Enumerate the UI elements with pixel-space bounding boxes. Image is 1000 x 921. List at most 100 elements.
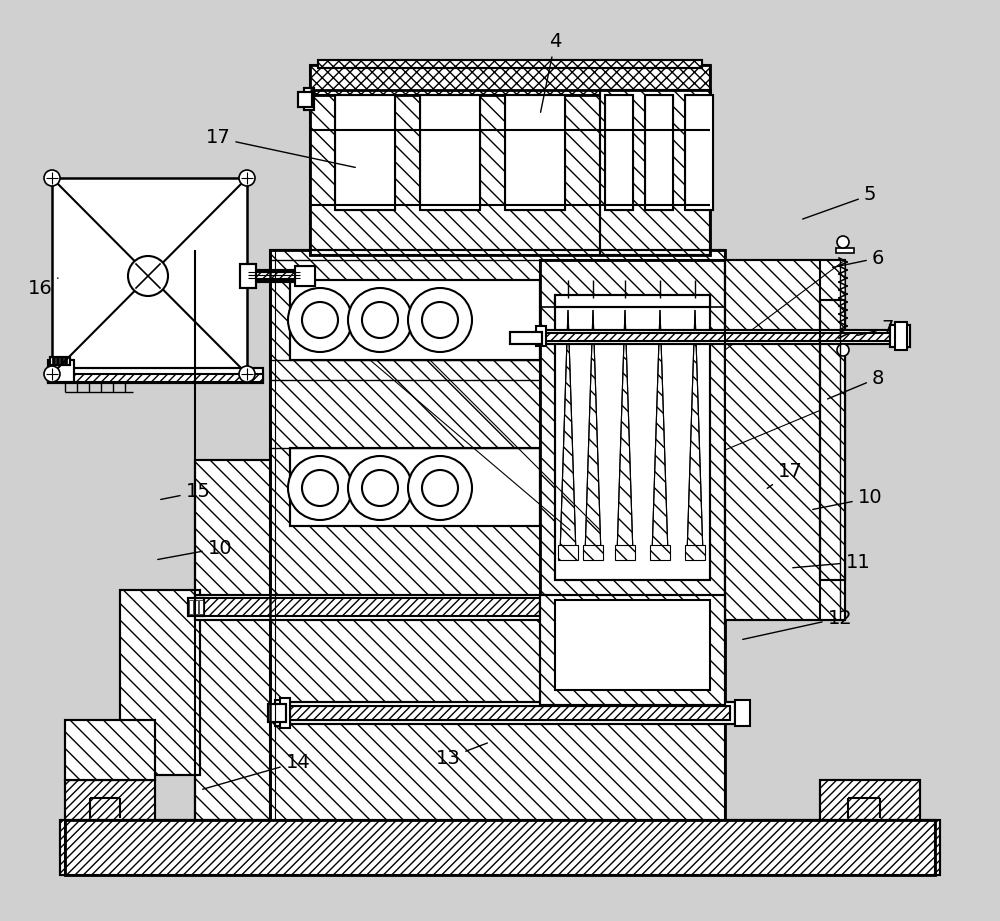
Text: 6: 6	[833, 249, 884, 267]
Bar	[65, 780, 155, 820]
Bar	[505, 95, 565, 210]
Circle shape	[408, 456, 472, 520]
Bar	[199, 600, 203, 614]
Bar	[890, 325, 910, 347]
Bar	[540, 595, 725, 705]
Bar	[555, 300, 710, 580]
Bar	[48, 374, 263, 382]
Bar	[310, 90, 710, 255]
Bar	[600, 90, 710, 255]
Bar	[195, 460, 275, 820]
Bar	[120, 590, 200, 775]
Circle shape	[422, 302, 458, 338]
Bar	[50, 357, 70, 365]
Bar	[194, 600, 198, 614]
Bar	[65, 820, 935, 875]
Bar	[52, 178, 247, 374]
Bar	[290, 448, 540, 526]
Bar	[310, 65, 710, 95]
Bar	[540, 333, 900, 341]
Text: 12: 12	[743, 609, 852, 639]
Bar	[280, 702, 735, 724]
Bar	[56, 357, 59, 365]
Bar	[295, 266, 315, 286]
Bar	[290, 448, 540, 526]
Bar	[318, 60, 702, 68]
Bar	[240, 264, 256, 288]
Bar	[48, 368, 263, 383]
Bar	[615, 545, 635, 560]
Circle shape	[44, 366, 60, 382]
Bar	[270, 250, 725, 820]
Bar	[820, 780, 920, 820]
Text: 11: 11	[793, 553, 870, 572]
Bar	[536, 326, 546, 346]
Bar	[820, 300, 845, 580]
Circle shape	[302, 470, 338, 506]
Bar	[685, 95, 713, 210]
Bar	[65, 720, 155, 780]
Bar	[48, 360, 74, 382]
Circle shape	[239, 170, 255, 186]
Bar	[247, 272, 302, 280]
Bar	[65, 720, 155, 780]
Circle shape	[239, 366, 255, 382]
Bar	[195, 460, 275, 820]
Bar	[820, 300, 845, 580]
Bar	[318, 60, 702, 68]
Circle shape	[362, 302, 398, 338]
Bar	[605, 95, 633, 210]
Bar	[685, 545, 705, 560]
Polygon shape	[687, 310, 703, 555]
Bar	[555, 295, 710, 307]
Bar	[247, 270, 302, 282]
Bar	[725, 260, 845, 620]
Bar	[247, 270, 302, 282]
Bar	[268, 704, 286, 722]
Text: 10: 10	[813, 488, 882, 509]
Text: 14: 14	[203, 752, 310, 789]
Polygon shape	[560, 310, 576, 555]
Bar	[895, 322, 907, 350]
Bar	[820, 780, 920, 820]
Bar	[52, 357, 55, 365]
Bar	[540, 330, 900, 344]
Polygon shape	[652, 310, 668, 555]
Bar	[510, 332, 542, 344]
Text: 5: 5	[803, 185, 876, 219]
Circle shape	[837, 236, 849, 248]
Polygon shape	[617, 310, 633, 555]
Bar	[275, 700, 290, 726]
Bar	[583, 545, 603, 560]
Bar	[890, 325, 910, 347]
Text: 15: 15	[161, 483, 210, 502]
Bar	[295, 266, 315, 286]
Text: 17: 17	[767, 462, 802, 488]
Bar	[685, 95, 713, 210]
Circle shape	[128, 256, 168, 296]
Bar	[735, 700, 750, 726]
Bar	[304, 88, 314, 110]
Text: 17: 17	[206, 129, 355, 168]
Bar	[555, 600, 710, 690]
Bar	[650, 545, 670, 560]
Bar	[189, 600, 193, 614]
Bar	[725, 260, 845, 620]
Circle shape	[44, 170, 60, 186]
Bar	[240, 264, 256, 288]
Bar	[540, 330, 900, 344]
Bar	[335, 95, 395, 210]
Text: 16: 16	[28, 278, 58, 297]
Bar	[600, 90, 710, 255]
Text: 13: 13	[436, 743, 487, 767]
Bar	[200, 598, 540, 616]
Bar	[555, 295, 710, 307]
Bar	[335, 95, 395, 210]
Bar	[268, 704, 286, 722]
Bar	[420, 95, 480, 210]
Bar	[65, 780, 155, 820]
Circle shape	[288, 288, 352, 352]
Bar	[285, 706, 730, 720]
Text: 10: 10	[158, 539, 232, 559]
Bar	[195, 595, 545, 620]
